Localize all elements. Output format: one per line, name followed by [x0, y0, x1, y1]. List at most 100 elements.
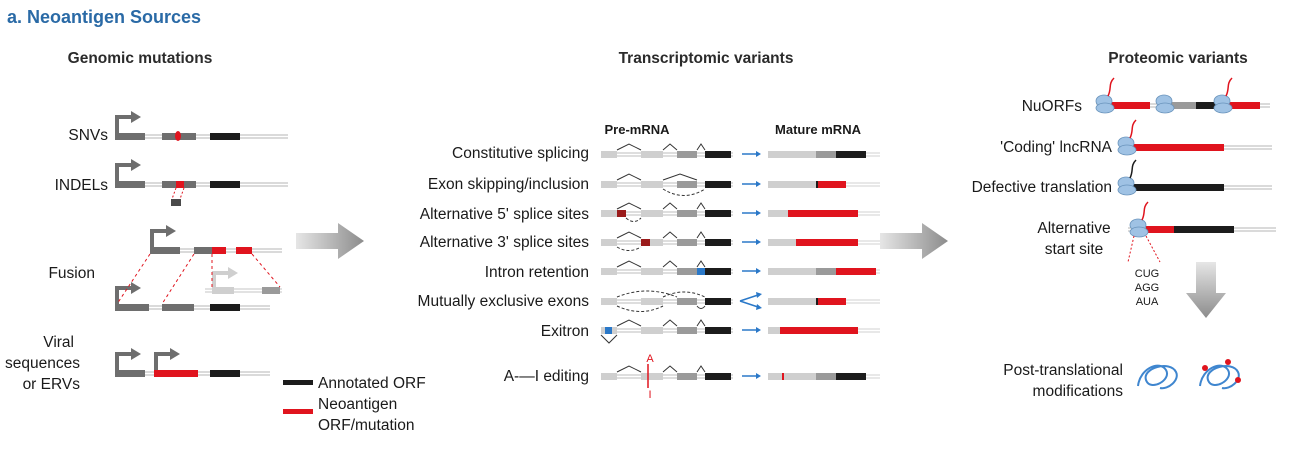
exon	[705, 327, 731, 334]
splice-arc	[616, 231, 642, 239]
splice-arc	[616, 202, 642, 210]
splice-arc	[696, 202, 706, 210]
fusion-gene-diagram	[115, 225, 282, 311]
exon	[705, 373, 731, 380]
alt-3-extension	[641, 239, 650, 246]
skip-arc	[662, 188, 706, 196]
splice-arc	[616, 365, 642, 373]
mature-mrna-row	[768, 327, 880, 334]
nuorf-ribosome	[1095, 94, 1115, 114]
mature-mrna-row	[768, 210, 880, 217]
editing-letter-i: I	[648, 389, 651, 401]
splice-arc	[696, 260, 706, 268]
indel-gene-diagram	[115, 159, 288, 206]
exon	[677, 151, 697, 158]
blue-arrow	[742, 327, 761, 333]
mature-segment	[768, 239, 794, 246]
pre-mrna-row	[601, 327, 733, 334]
exon	[641, 239, 663, 246]
nascent-peptide	[1107, 77, 1115, 97]
transcriptomic-to-proteomic-arrow	[880, 223, 948, 259]
exon	[705, 298, 731, 305]
mature-segment	[796, 239, 858, 246]
ptm-mark	[1235, 377, 1241, 383]
pre-mrna-row	[601, 181, 733, 188]
indels-label: INDELs	[55, 177, 109, 194]
nascent-peptide	[1141, 201, 1149, 221]
mature-segment	[836, 151, 866, 158]
exon	[641, 181, 663, 188]
mature-segment	[788, 210, 858, 217]
exon	[705, 181, 731, 188]
mature-mrna-row	[768, 268, 880, 275]
ptm-label-line2: modifications	[1033, 383, 1124, 400]
splice-arc	[616, 260, 642, 268]
exon	[641, 151, 663, 158]
blue-arrow	[742, 373, 761, 379]
indel-fragment	[171, 199, 181, 206]
alt-start-label-line2: start site	[1045, 241, 1104, 258]
defective-ribosome	[1117, 176, 1137, 196]
exon	[677, 210, 697, 217]
mature-segment	[794, 151, 816, 158]
mature-segment	[768, 373, 794, 380]
codon-3: AUA	[1136, 296, 1159, 308]
mature-segment	[768, 268, 794, 275]
pre-mrna-row	[601, 365, 733, 380]
mature-segment	[794, 268, 816, 275]
figure-title: a. Neoantigen Sources	[7, 7, 201, 27]
transcriptomic-heading: Transcriptomic variants	[619, 50, 794, 67]
splice-arc	[662, 231, 678, 239]
codon-callout	[1127, 235, 1135, 263]
blue-arrow	[742, 268, 761, 274]
alt-start-ribosome	[1129, 218, 1149, 238]
defective-orf	[1124, 184, 1224, 191]
exitron-label: Exitron	[541, 323, 589, 340]
legend-neoantigen-label-line1: Neoantigen	[318, 396, 397, 413]
snv-mark	[175, 131, 181, 141]
editing-label: A-—I editing	[504, 368, 589, 385]
ptm-protein-unmodified	[1137, 364, 1178, 390]
mature-segment	[836, 373, 866, 380]
alt-3-splice-label: Alternative 3' splice sites	[420, 234, 589, 251]
nuorfs-label: NuORFs	[1022, 98, 1083, 115]
exon	[601, 298, 617, 305]
blue-arrow	[742, 239, 761, 245]
legend-annotated-swatch	[283, 380, 313, 385]
exon	[601, 268, 617, 275]
splice-arc	[696, 231, 706, 239]
codon-1: CUG	[1135, 268, 1159, 280]
constitutive-splicing-label: Constitutive splicing	[452, 145, 589, 162]
coding-lncrna-label: 'Coding' lncRNA	[1000, 139, 1113, 156]
nascent-peptide	[1129, 159, 1137, 179]
alt-start-orf	[1174, 226, 1234, 233]
exon	[677, 327, 697, 334]
pre-mrna-label: Pre-mRNA	[604, 122, 670, 137]
nascent-peptide	[1129, 119, 1137, 139]
mature-mrna-row	[768, 181, 880, 188]
viral-label-line1: Viral	[43, 334, 74, 351]
splice-arc	[616, 143, 642, 151]
exon	[677, 373, 697, 380]
proteomic-heading: Proteomic variants	[1108, 50, 1248, 67]
exon	[641, 210, 663, 217]
blue-arrow	[742, 210, 761, 216]
snvs-label: SNVs	[68, 127, 108, 144]
fusion-label: Fusion	[48, 265, 95, 282]
splice-arc	[696, 365, 706, 373]
exon	[601, 181, 617, 188]
alt-5-splice-label: Alternative 5' splice sites	[420, 206, 589, 223]
alt-start-label-line1: Alternative	[1037, 220, 1110, 237]
splice-arc	[662, 202, 678, 210]
ptm-protein-modified	[1199, 359, 1241, 390]
alt-5-extension	[617, 210, 626, 217]
pre-mrna-row	[601, 231, 733, 246]
ptm-label-line1: Post-translational	[1003, 362, 1123, 379]
nuorf-ribosome	[1213, 94, 1233, 114]
mature-mrna-row	[768, 373, 880, 380]
mature-segment	[768, 298, 794, 305]
exon	[705, 239, 731, 246]
nuorf-ribosome	[1155, 94, 1175, 114]
mature-segment	[794, 181, 816, 188]
